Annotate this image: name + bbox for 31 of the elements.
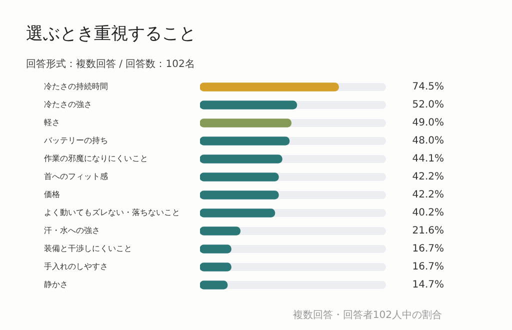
data-label: 49.0%	[412, 118, 444, 129]
y-tick-label: よく動いてもズレない・落ちないこと	[44, 208, 180, 218]
bar	[200, 262, 232, 272]
data-label: 52.0%	[412, 100, 444, 111]
y-tick-label: 軽さ	[44, 118, 60, 128]
data-label: 42.2%	[412, 172, 444, 183]
data-label: 16.7%	[412, 262, 444, 273]
y-tick-label: 静かさ	[44, 280, 68, 290]
data-label: 14.7%	[412, 280, 444, 291]
text: 回答形式：複数回答 / 回答数：102名	[26, 58, 195, 71]
data-label: 74.5%	[412, 82, 444, 93]
y-tick-label: 手入れのしやすさ	[44, 262, 108, 272]
chart-title: 選ぶとき重視すること	[26, 23, 196, 45]
y-tick-label: 汗・水への強さ	[44, 226, 100, 236]
data-label: 40.2%	[412, 208, 444, 219]
y-tick-label: 冷たさの強さ	[44, 100, 92, 110]
data-label: 42.2%	[412, 190, 444, 201]
data-label: 16.7%	[412, 244, 444, 255]
bar	[200, 280, 228, 290]
y-tick-label: 価格	[44, 190, 60, 200]
y-tick-label: バッテリーの持ち	[43, 136, 108, 146]
y-tick-label: 装備と干渉しにくいこと	[44, 244, 132, 254]
text: 複数回答・回答者102人中の割合	[292, 308, 442, 322]
y-tick-label: 冷たさの持続時間	[44, 82, 108, 92]
data-label: 21.6%	[412, 226, 444, 237]
data-label: 48.0%	[412, 136, 444, 147]
bar	[200, 244, 232, 254]
data-label: 44.1%	[412, 154, 444, 165]
bar	[200, 226, 241, 236]
y-tick-label: 作業の邪魔になりにくいこと	[43, 154, 148, 164]
y-tick-label: 首へのフィット感	[44, 172, 108, 182]
